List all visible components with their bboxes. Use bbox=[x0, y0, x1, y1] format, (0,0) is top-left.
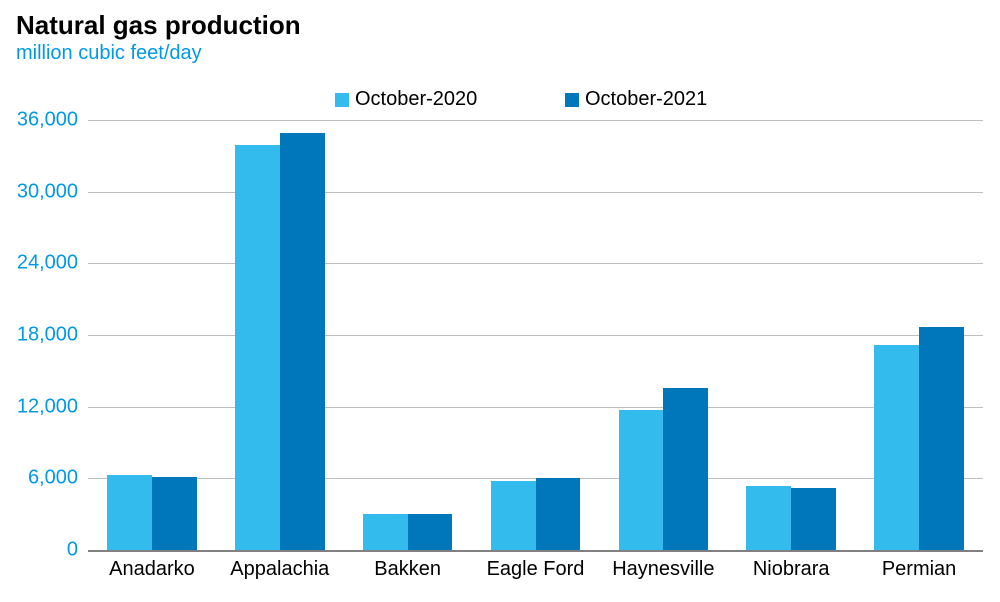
bar bbox=[235, 145, 280, 550]
y-tick-label: 30,000 bbox=[17, 180, 78, 203]
x-tick-label: Permian bbox=[882, 558, 956, 581]
chart-subtitle: million cubic feet/day bbox=[16, 42, 202, 65]
gridline bbox=[88, 263, 983, 264]
x-tick-label: Eagle Ford bbox=[487, 558, 585, 581]
y-tick-label: 12,000 bbox=[17, 395, 78, 418]
y-tick-label: 24,000 bbox=[17, 252, 78, 275]
chart-container: Natural gas production million cubic fee… bbox=[0, 0, 1000, 602]
bar bbox=[874, 345, 919, 550]
legend-label-0: October-2020 bbox=[355, 88, 477, 111]
baseline bbox=[88, 550, 983, 552]
legend-swatch-1 bbox=[565, 93, 579, 107]
x-tick-label: Anadarko bbox=[109, 558, 195, 581]
gridline bbox=[88, 335, 983, 336]
gridline bbox=[88, 192, 983, 193]
bar bbox=[491, 481, 536, 550]
bar bbox=[746, 486, 791, 551]
bar bbox=[152, 477, 197, 550]
bar bbox=[791, 488, 836, 550]
gridline bbox=[88, 407, 983, 408]
bar bbox=[536, 478, 581, 550]
bar bbox=[363, 514, 408, 550]
x-tick-label: Haynesville bbox=[612, 558, 714, 581]
bar bbox=[619, 410, 664, 550]
chart-title: Natural gas production bbox=[16, 10, 301, 41]
legend-label-1: October-2021 bbox=[585, 88, 707, 111]
y-tick-label: 36,000 bbox=[17, 109, 78, 132]
x-tick-label: Niobrara bbox=[753, 558, 830, 581]
bar bbox=[663, 388, 708, 550]
plot-area: 06,00012,00018,00024,00030,00036,000Anad… bbox=[88, 120, 983, 550]
y-tick-label: 6,000 bbox=[28, 467, 78, 490]
gridline bbox=[88, 120, 983, 121]
bar bbox=[919, 327, 964, 550]
legend-swatch-0 bbox=[335, 93, 349, 107]
x-tick-label: Bakken bbox=[374, 558, 441, 581]
legend-item-0: October-2020 bbox=[335, 88, 477, 111]
y-tick-label: 18,000 bbox=[17, 324, 78, 347]
bar bbox=[408, 514, 453, 550]
y-tick-label: 0 bbox=[67, 539, 78, 562]
bar bbox=[107, 475, 152, 550]
x-tick-label: Appalachia bbox=[230, 558, 329, 581]
legend-item-1: October-2021 bbox=[565, 88, 707, 111]
bar bbox=[280, 133, 325, 550]
